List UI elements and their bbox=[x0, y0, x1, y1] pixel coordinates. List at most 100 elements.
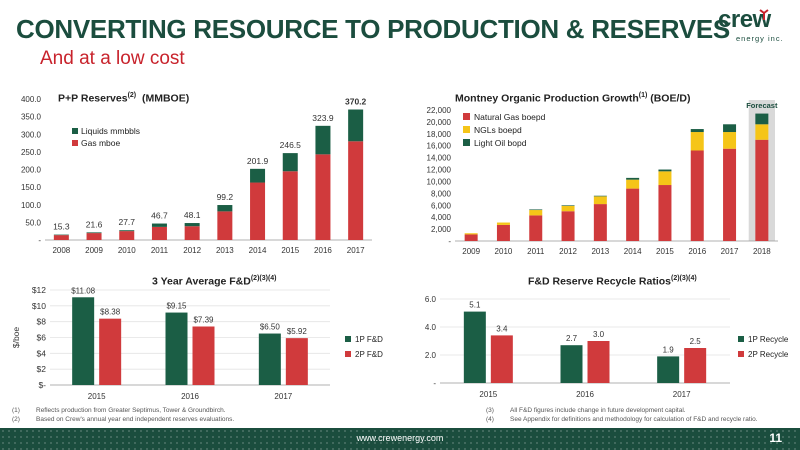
legend-swatch bbox=[738, 336, 744, 342]
bar-segment bbox=[690, 129, 704, 133]
bar-segment bbox=[119, 230, 135, 232]
legend-label: 1P F&D bbox=[355, 335, 383, 344]
footnotes-right: (3) All F&D figures include change in fut… bbox=[486, 407, 758, 424]
footnote: (4) See Appendix for definitions and meth… bbox=[486, 416, 758, 425]
y-tick-label: $10 bbox=[32, 301, 46, 311]
y-tick-label: $2 bbox=[37, 364, 47, 374]
crew-logo: crew energy inc. bbox=[716, 6, 788, 46]
bar-segment bbox=[658, 169, 672, 172]
x-tick-label: 2011 bbox=[151, 246, 169, 255]
y-tick-label: 22,000 bbox=[427, 106, 452, 115]
y-tick-label: 4,000 bbox=[431, 213, 452, 222]
bar-segment bbox=[250, 182, 266, 240]
footnote: (2) Based on Crew's annual year end indep… bbox=[12, 416, 234, 425]
bar-segment bbox=[53, 235, 69, 240]
data-label: 1.9 bbox=[663, 345, 675, 354]
x-tick-label: 2009 bbox=[85, 246, 103, 255]
production-chart-title: Montney Organic Production Growth(1) (BO… bbox=[455, 92, 690, 105]
y-tick-label: 350.0 bbox=[21, 113, 42, 122]
bar-segment bbox=[282, 153, 298, 172]
legend-swatch bbox=[345, 336, 351, 342]
x-tick-label: 2017 bbox=[347, 246, 365, 255]
legend-swatch bbox=[463, 113, 470, 120]
bar bbox=[192, 326, 215, 385]
data-label: 99.2 bbox=[217, 192, 234, 202]
fd-title-main: 3 Year Average F&D bbox=[152, 275, 251, 288]
bar-segment bbox=[658, 171, 672, 186]
x-tick-label: 2010 bbox=[495, 247, 513, 256]
bar-segment bbox=[86, 232, 102, 234]
y-tick-label: 150.0 bbox=[21, 183, 42, 192]
data-label: 3.4 bbox=[496, 324, 508, 333]
bar-segment bbox=[464, 233, 478, 235]
bar-segment bbox=[464, 234, 478, 241]
footer-bar: www.crewenergy.com 11 bbox=[0, 428, 800, 450]
production-title-sup: (1) bbox=[638, 92, 648, 99]
bar bbox=[657, 356, 680, 383]
y-tick-label: 2.0 bbox=[425, 351, 437, 360]
legend-swatch bbox=[738, 351, 744, 357]
bar-segment bbox=[217, 211, 233, 240]
footnote-number: (1) bbox=[12, 407, 20, 414]
bar-segment bbox=[723, 124, 737, 133]
bar-segment bbox=[151, 223, 167, 227]
bar-segment bbox=[755, 124, 769, 140]
x-tick-label: 2017 bbox=[721, 247, 739, 256]
footnote: (1) Reflects production from Greater Sept… bbox=[12, 407, 234, 416]
legend-swatch bbox=[72, 128, 78, 134]
reserves-title-sup: (2) bbox=[127, 92, 137, 99]
x-tick-label: 2010 bbox=[118, 246, 136, 255]
legend-swatch bbox=[463, 126, 470, 133]
bar bbox=[285, 338, 308, 385]
x-tick-label: 2009 bbox=[462, 247, 480, 256]
x-tick-label: 2018 bbox=[753, 247, 771, 256]
x-tick-label: 2014 bbox=[249, 246, 267, 255]
footnote-number: (3) bbox=[486, 407, 494, 414]
bar-segment bbox=[315, 125, 331, 155]
bar-segment bbox=[690, 150, 704, 241]
data-label: 201.9 bbox=[247, 156, 269, 166]
y-tick-label: 400.0 bbox=[21, 95, 42, 104]
footnote-number: (4) bbox=[486, 415, 494, 423]
bar bbox=[72, 297, 95, 385]
bar bbox=[99, 318, 122, 385]
y-tick-label: 4.0 bbox=[425, 323, 437, 332]
y-tick-label: 14,000 bbox=[427, 154, 452, 163]
x-tick-label: 2012 bbox=[183, 246, 201, 255]
footnote-text: Reflects production from Greater Septimu… bbox=[36, 407, 226, 414]
y-tick-label: 100.0 bbox=[21, 201, 42, 210]
y-tick-label: 12,000 bbox=[427, 166, 452, 175]
footnote-number: (2) bbox=[12, 415, 20, 423]
y-tick-label: 10,000 bbox=[427, 177, 452, 186]
footer-url[interactable]: www.crewenergy.com bbox=[356, 433, 444, 443]
legend-label: Gas mboe bbox=[81, 138, 120, 148]
bar-segment bbox=[496, 222, 510, 225]
page-title: CONVERTING RESOURCE TO PRODUCTION & RESE… bbox=[16, 14, 730, 44]
x-tick-label: 2015 bbox=[479, 390, 497, 399]
y-tick-label: $6 bbox=[37, 333, 47, 343]
logo-wordmark: crew bbox=[718, 6, 771, 33]
page-number: 11 bbox=[769, 431, 782, 445]
bar bbox=[490, 335, 513, 383]
x-tick-label: 2015 bbox=[281, 246, 299, 255]
x-tick-label: 2011 bbox=[527, 247, 545, 256]
logo-subtext: energy inc. bbox=[736, 34, 784, 43]
fd-chart-title: 3 Year Average F&D(2)(3)(4) bbox=[152, 275, 277, 288]
y-tick-label: - bbox=[433, 379, 436, 388]
footnote-text: All F&D figures include change in future… bbox=[510, 407, 686, 414]
fd-title-sup: (2)(3)(4) bbox=[250, 275, 277, 282]
x-tick-label: 2015 bbox=[88, 392, 106, 401]
bar-segment bbox=[282, 171, 298, 240]
bar-segment bbox=[561, 205, 575, 212]
bar bbox=[560, 345, 583, 383]
x-tick-label: 2012 bbox=[559, 247, 577, 256]
legend-swatch bbox=[345, 351, 351, 357]
bar-segment bbox=[755, 113, 769, 125]
bar-segment bbox=[529, 210, 543, 216]
legend-label: Liquids mmbbls bbox=[81, 126, 140, 136]
data-label: 27.7 bbox=[118, 217, 135, 227]
data-label: $6.50 bbox=[260, 323, 281, 332]
bar-segment bbox=[217, 205, 233, 212]
bar-segment bbox=[626, 179, 640, 189]
